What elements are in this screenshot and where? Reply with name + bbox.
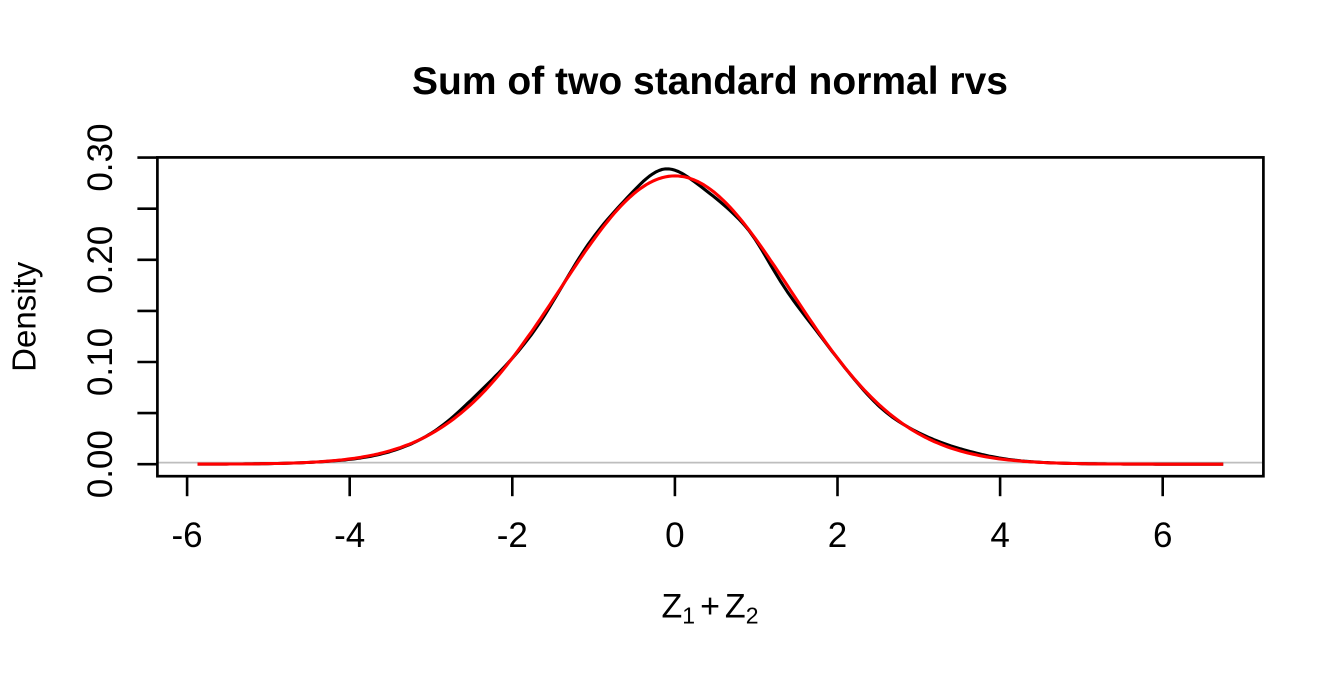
svg-text:6: 6 [1153, 516, 1172, 555]
svg-text:0.00: 0.00 [81, 430, 120, 498]
svg-text:2: 2 [828, 516, 847, 555]
svg-text:-4: -4 [334, 516, 365, 555]
svg-text:0.10: 0.10 [81, 328, 120, 396]
svg-text:0.30: 0.30 [81, 124, 120, 192]
svg-text:Z1+Z2: Z1 + Z2 [661, 588, 758, 629]
svg-text:4: 4 [990, 516, 1009, 555]
svg-text:0.20: 0.20 [81, 226, 120, 294]
svg-text:-6: -6 [172, 516, 203, 555]
svg-text:0: 0 [665, 516, 684, 555]
svg-text:Sum of two standard normal rvs: Sum of two standard normal rvs [412, 60, 1008, 103]
svg-text:Density: Density [6, 261, 43, 372]
svg-text:-2: -2 [497, 516, 528, 555]
